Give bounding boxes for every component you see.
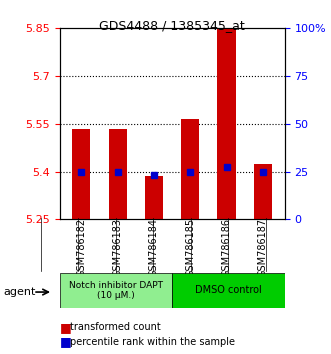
Bar — [109, 129, 127, 219]
Text: GSM786184: GSM786184 — [149, 218, 159, 277]
Bar — [181, 119, 199, 219]
Bar — [217, 19, 236, 219]
Text: GSM786183: GSM786183 — [113, 218, 123, 277]
Text: GSM786182: GSM786182 — [76, 218, 86, 277]
Bar — [254, 164, 272, 219]
Text: ■: ■ — [60, 335, 71, 348]
Text: GSM786187: GSM786187 — [258, 218, 268, 277]
Text: transformed count: transformed count — [70, 322, 160, 332]
Text: GSM786186: GSM786186 — [221, 218, 232, 277]
FancyBboxPatch shape — [172, 273, 285, 308]
Text: DMSO control: DMSO control — [195, 285, 262, 295]
Bar — [145, 177, 163, 219]
Text: GDS4488 / 1385345_at: GDS4488 / 1385345_at — [99, 19, 245, 33]
Text: agent: agent — [3, 287, 36, 297]
Text: Notch inhibitor DAPT
(10 μM.): Notch inhibitor DAPT (10 μM.) — [69, 281, 163, 300]
FancyBboxPatch shape — [60, 273, 172, 308]
Text: GSM786185: GSM786185 — [185, 218, 195, 277]
Text: ■: ■ — [60, 321, 71, 334]
Text: percentile rank within the sample: percentile rank within the sample — [70, 337, 234, 347]
Bar — [72, 129, 90, 219]
